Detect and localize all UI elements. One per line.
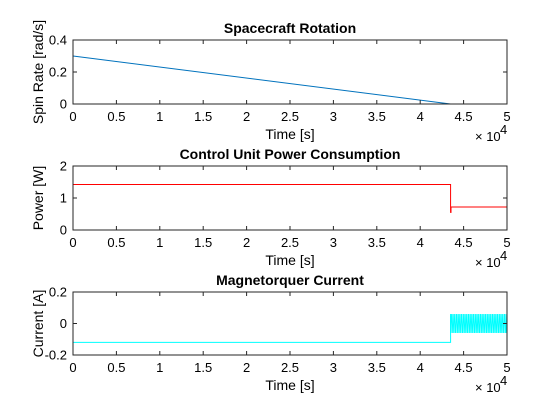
y-tick-label: 1 bbox=[60, 191, 67, 206]
x-tick-label: 4 bbox=[417, 360, 424, 375]
x-tick-label: 0 bbox=[69, 109, 76, 124]
x-tick-label: 2 bbox=[243, 235, 250, 250]
y-axis-label: Spin Rate [rad/s] bbox=[30, 20, 46, 124]
x-axis-label: Time [s] bbox=[265, 377, 314, 393]
x-tick-label: 1 bbox=[156, 109, 163, 124]
x-tick-label: 0 bbox=[69, 360, 76, 375]
x-tick-label: 2 bbox=[243, 109, 250, 124]
x-tick-label: 4.5 bbox=[455, 235, 473, 250]
chart-title: Spacecraft Rotation bbox=[224, 20, 356, 36]
x-tick-label: 4 bbox=[417, 109, 424, 124]
y-tick-label: 0 bbox=[60, 97, 67, 112]
x-tick-label: 3 bbox=[330, 360, 337, 375]
x-tick-label: 5 bbox=[503, 109, 510, 124]
x-tick-label: 5 bbox=[503, 360, 510, 375]
x-tick-label: 3.5 bbox=[368, 360, 386, 375]
x-tick-label: 1.5 bbox=[194, 235, 212, 250]
x-exponent-power: 4 bbox=[500, 122, 507, 137]
x-exponent: × 10 bbox=[475, 380, 501, 395]
x-tick-label: 2.5 bbox=[281, 360, 299, 375]
x-exponent: × 10 bbox=[475, 129, 501, 144]
x-axis-label: Time [s] bbox=[265, 126, 314, 142]
x-tick-label: 4 bbox=[417, 235, 424, 250]
oscillation-trace bbox=[450, 314, 508, 333]
y-tick-label: 0 bbox=[60, 223, 67, 238]
x-tick-label: 1 bbox=[156, 360, 163, 375]
x-tick-label: 3.5 bbox=[368, 109, 386, 124]
x-tick-label: 1.5 bbox=[194, 360, 212, 375]
x-tick-label: 3 bbox=[330, 235, 337, 250]
x-tick-label: 0.5 bbox=[107, 109, 125, 124]
y-tick-label: -0.2 bbox=[45, 348, 67, 363]
series-spin-rate bbox=[72, 55, 451, 105]
x-tick-label: 0.5 bbox=[107, 360, 125, 375]
x-tick-label: 5 bbox=[503, 235, 510, 250]
chart-2: 0 0.5 1 1.5 2 2.5 3 3.5 4 4.5 5 0 1 2 Control Unit Pow… bbox=[30, 146, 511, 270]
x-tick-label: 3 bbox=[330, 109, 337, 124]
x-tick-label: 4.5 bbox=[455, 360, 473, 375]
x-tick-label: 1.5 bbox=[194, 109, 212, 124]
chart-title: Control Unit Power Consumption bbox=[180, 146, 401, 162]
y-axis-label: Current [A] bbox=[30, 290, 46, 358]
plot-area bbox=[73, 166, 507, 230]
chart-3: 0 0.5 1 1.5 2 2.5 3 3.5 4 4.5 5-0.200.2Magnetorque… bbox=[30, 272, 511, 395]
chart-title: Magnetorquer Current bbox=[216, 272, 364, 288]
y-tick-label: 0.2 bbox=[49, 285, 67, 300]
x-exponent-power: 4 bbox=[500, 373, 507, 388]
x-tick-label: 1 bbox=[156, 235, 163, 250]
x-tick-label: 2.5 bbox=[281, 235, 299, 250]
x-tick-label: 2.5 bbox=[281, 109, 299, 124]
y-tick-label: 2 bbox=[60, 159, 67, 174]
x-exponent: × 10 bbox=[475, 255, 501, 270]
plot-area bbox=[73, 292, 507, 355]
plot-area bbox=[73, 40, 507, 104]
x-tick-label: 0 bbox=[69, 235, 76, 250]
y-tick-label: 0.4 bbox=[49, 33, 67, 48]
y-axis-label: Power [W] bbox=[30, 166, 46, 231]
x-axis-label: Time [s] bbox=[265, 252, 314, 268]
x-exponent-power: 4 bbox=[500, 248, 507, 263]
x-tick-label: 2 bbox=[243, 360, 250, 375]
x-tick-label: 4.5 bbox=[455, 109, 473, 124]
chart-1: 0 0.5 1 1.5 2 2.5 3 3.5 4 4.5 5 0 0.2 0.4 Spacecraft R… bbox=[30, 20, 511, 144]
y-tick-label: 0.2 bbox=[49, 65, 67, 80]
y-tick-label: 0 bbox=[60, 316, 67, 331]
x-tick-label: 0.5 bbox=[107, 235, 125, 250]
x-tick-label: 3.5 bbox=[368, 235, 386, 250]
